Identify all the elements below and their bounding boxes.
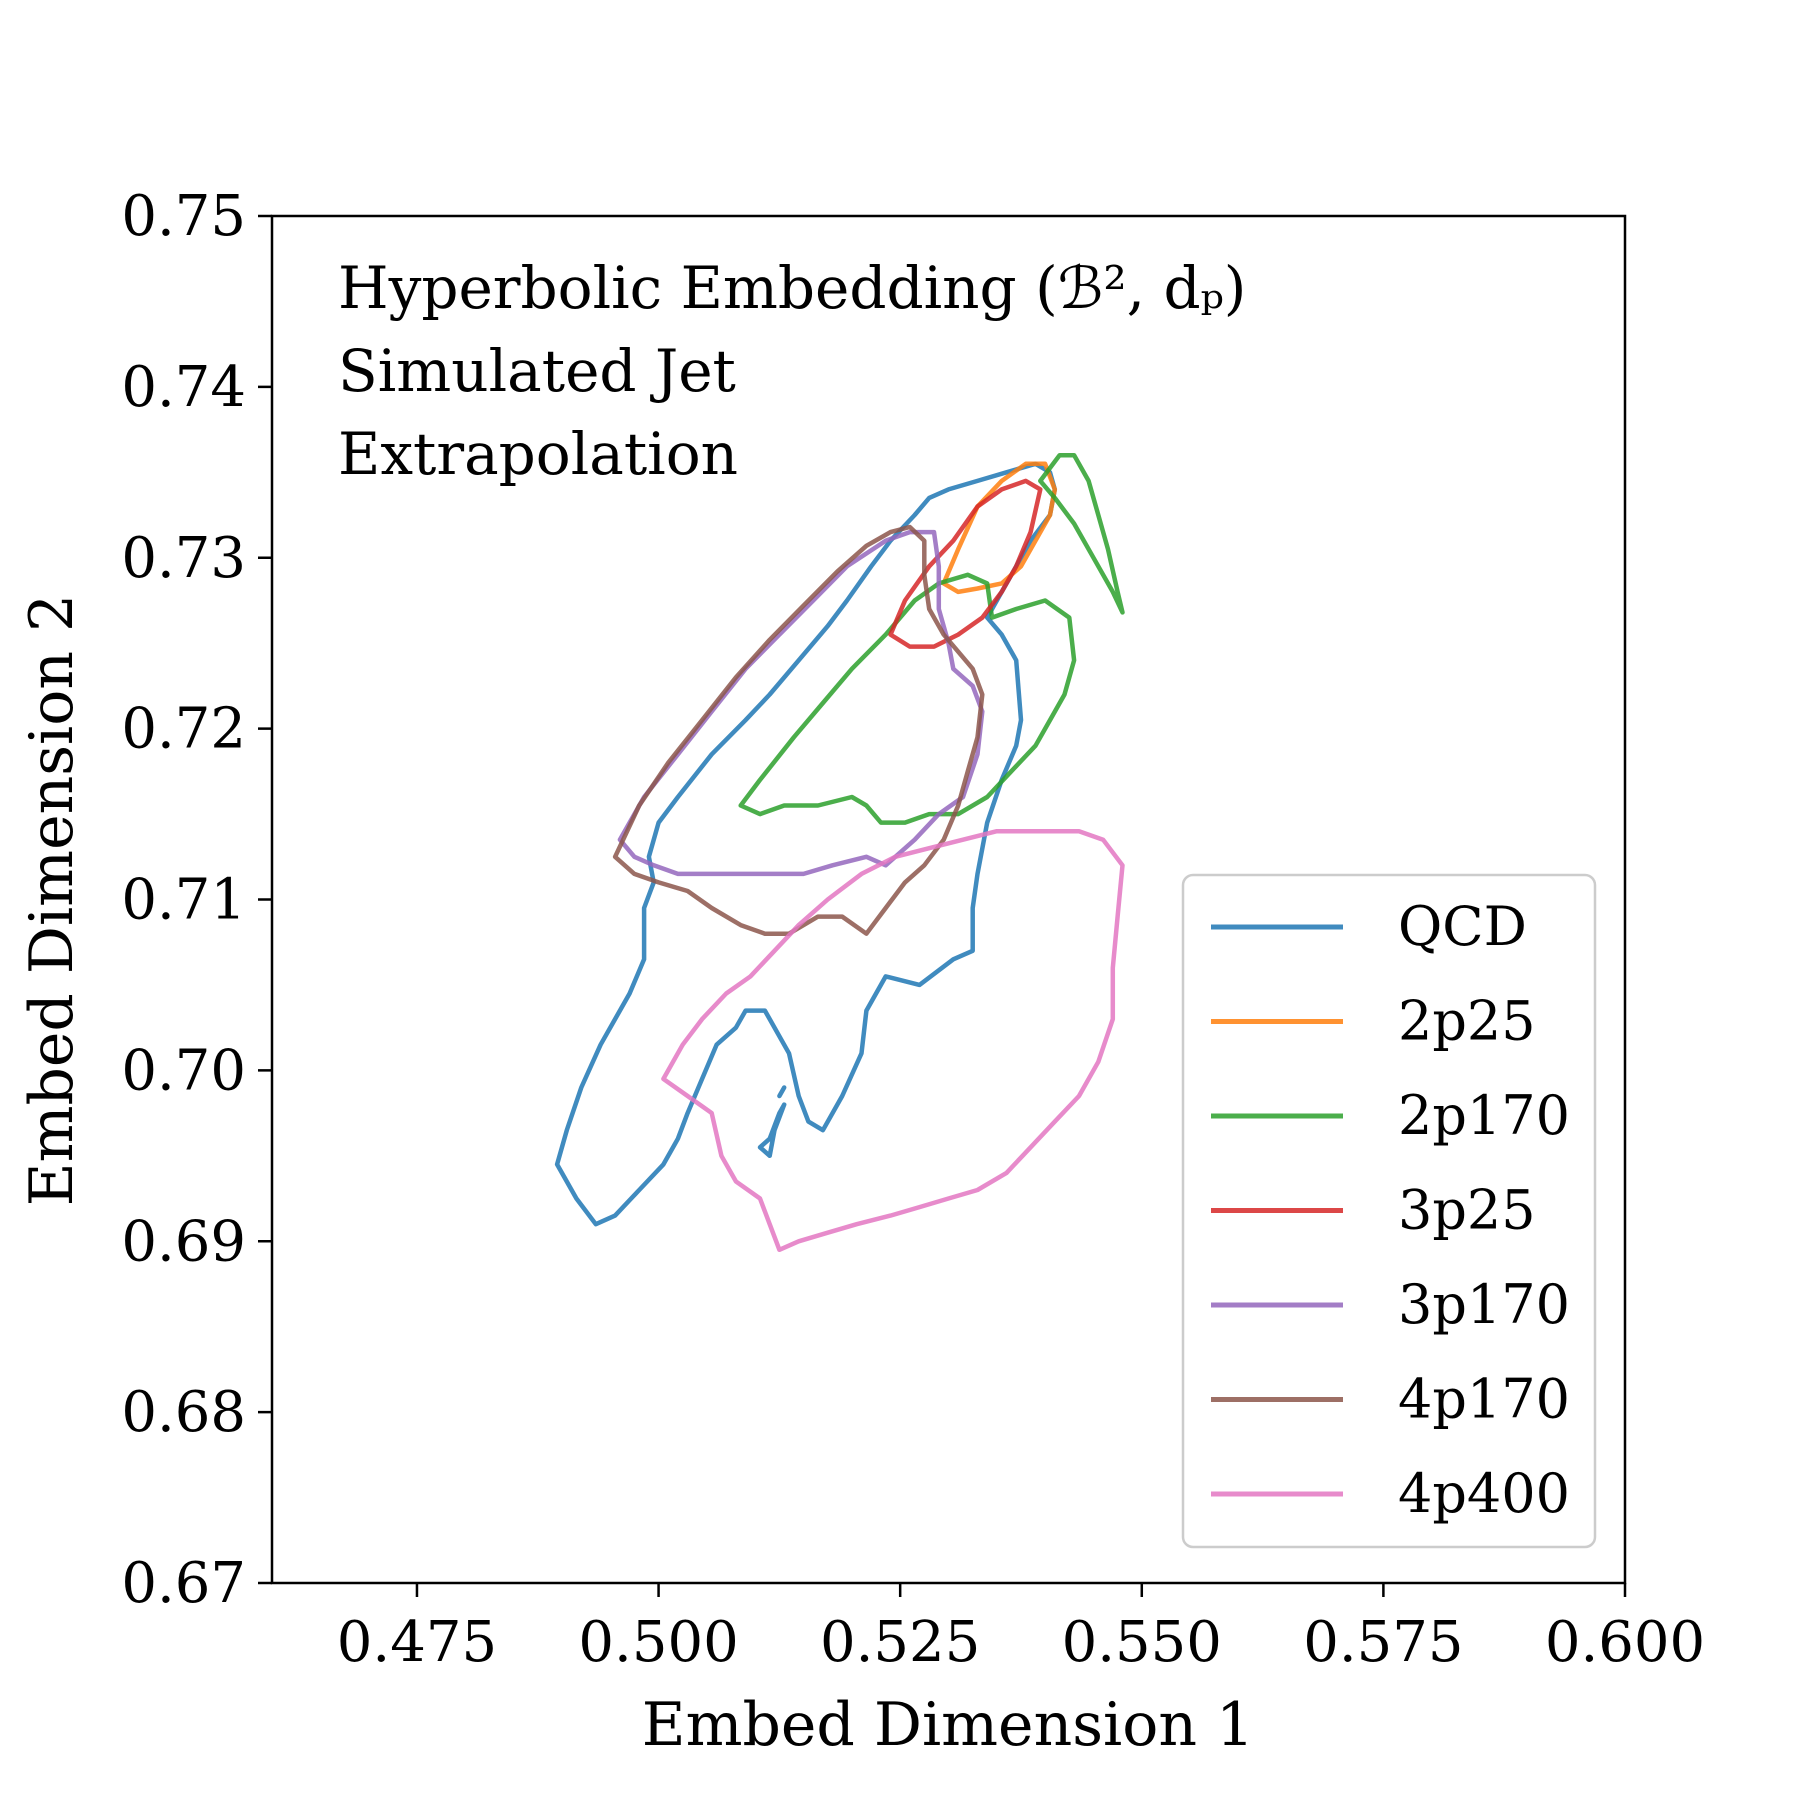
legend-label-3p25: 3p25 [1398,1179,1536,1242]
y-tick-label: 0.69 [121,1209,246,1274]
y-tick-label: 0.68 [121,1380,246,1445]
x-tick-label: 0.600 [1545,1610,1705,1675]
y-tick-label: 0.73 [121,526,246,591]
contours-layer [554,452,1125,1253]
legend: QCD 2p25 2p170 3p25 3p170 4p170 4p400 [1181,873,1597,1549]
legend-label-4p170: 4p170 [1398,1368,1570,1431]
contour-3p25-1 [888,478,1043,649]
contour-qcd-2 [757,1102,787,1159]
x-tick-label: 0.575 [1303,1610,1463,1675]
x-tick-label: 0.550 [1062,1610,1222,1675]
legend-label-4p400: 4p400 [1398,1462,1570,1525]
contour-qcd-3 [777,1085,787,1099]
legend-label-2p170: 2p170 [1398,1084,1570,1147]
annotation-line-3: Extrapolation [338,420,738,488]
x-tick-label: 0.500 [578,1610,738,1675]
contour-4p170-1 [612,524,985,936]
x-tick-label: 0.525 [820,1610,980,1675]
annotation-line-1: Hyperbolic Embedding (ℬ², dₚ) [338,254,1246,322]
contour-4p400-1 [661,828,1125,1253]
legend-label-qcd: QCD [1398,895,1527,958]
y-tick-label: 0.71 [121,868,246,933]
contour-qcd-1 [554,461,1058,1227]
annotation-line-2: Simulated Jet [338,337,736,405]
legend-label-2p25: 2p25 [1398,990,1536,1053]
legend-label-3p170: 3p170 [1398,1273,1570,1336]
chart-annotation: Hyperbolic Embedding (ℬ², dₚ) Simulated … [338,254,1246,488]
x-axis: 0.475 0.500 0.525 0.550 0.575 0.600 [337,1583,1705,1675]
contour-2p170-2 [1038,452,1125,615]
y-axis: 0.67 0.68 0.69 0.70 0.71 0.72 0.73 0.74 0.75 [121,184,272,1616]
y-tick-label: 0.74 [121,355,246,420]
contour-2p170-1 [738,572,1077,825]
y-axis-label: Embed Dimension 2 [17,594,87,1206]
legend-box [1181,873,1597,1549]
contour-3p170-1 [617,529,985,877]
x-tick-label: 0.475 [337,1610,497,1675]
y-tick-label: 0.70 [121,1038,246,1103]
x-axis-label: Embed Dimension 1 [642,1690,1254,1760]
y-tick-label: 0.72 [121,697,246,762]
y-tick-label: 0.67 [121,1551,246,1616]
y-tick-label: 0.75 [121,184,246,249]
